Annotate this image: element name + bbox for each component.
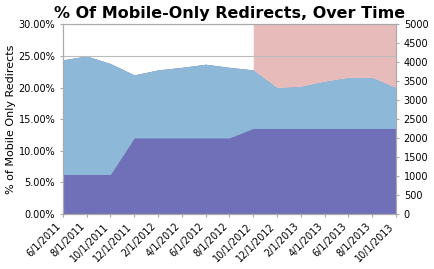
- Title: % Of Mobile-Only Redirects, Over Time: % Of Mobile-Only Redirects, Over Time: [54, 6, 405, 20]
- Y-axis label: % of Mobile Only Redirects: % of Mobile Only Redirects: [6, 44, 16, 194]
